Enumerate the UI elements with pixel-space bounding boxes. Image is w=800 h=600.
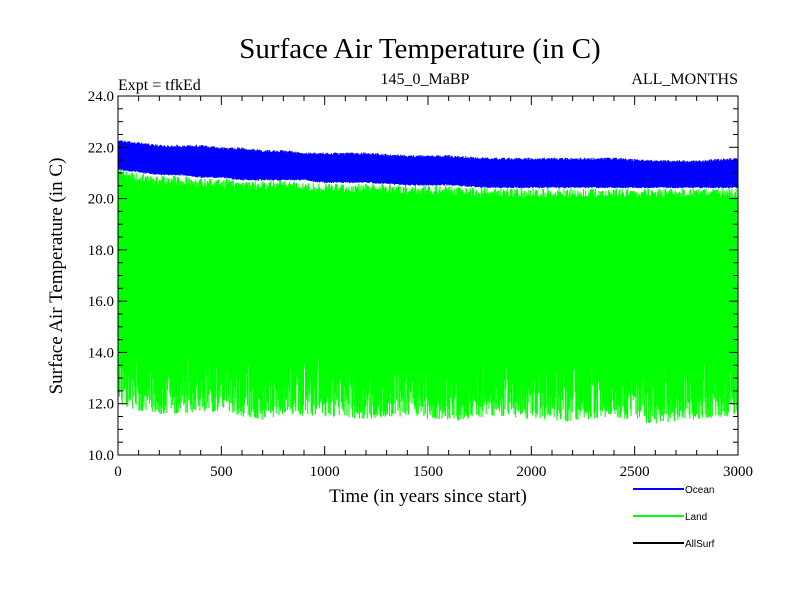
y-tick-label: 22.0 bbox=[88, 140, 114, 156]
series-layer bbox=[118, 140, 738, 424]
x-axis: 0 500 1000 1500 2000 2500 3000 bbox=[114, 96, 753, 480]
legend-label-ocean: Ocean bbox=[685, 485, 714, 496]
y-axis-label: Surface Air Temperature (in C) bbox=[46, 158, 67, 395]
x-tick-label: 1000 bbox=[310, 464, 340, 480]
legend-label-land: Land bbox=[685, 512, 707, 523]
period-label: 145_0_MaBP bbox=[381, 71, 470, 88]
y-axis: 10.0 12.0 14.0 16.0 18.0 20.0 22.0 24.0 bbox=[88, 89, 738, 464]
experiment-label: Expt = tfkEd bbox=[118, 77, 201, 94]
y-tick-label: 14.0 bbox=[88, 345, 114, 361]
legend: Ocean Land AllSurf bbox=[633, 485, 715, 550]
y-tick-label: 16.0 bbox=[88, 294, 114, 310]
y-tick-label: 20.0 bbox=[88, 192, 114, 208]
x-tick-label: 500 bbox=[210, 464, 233, 480]
y-tick-label: 12.0 bbox=[88, 397, 114, 413]
x-axis-label: Time (in years since start) bbox=[329, 486, 527, 507]
y-tick-label: 10.0 bbox=[88, 448, 114, 464]
y-tick-label: 18.0 bbox=[88, 243, 114, 259]
series-land bbox=[118, 169, 738, 424]
months-label: ALL_MONTHS bbox=[631, 71, 738, 88]
x-tick-label: 0 bbox=[114, 464, 122, 480]
x-tick-label: 1500 bbox=[413, 464, 443, 480]
series-ocean bbox=[118, 140, 738, 189]
y-tick-label: 24.0 bbox=[88, 89, 114, 105]
x-tick-label: 3000 bbox=[723, 464, 753, 480]
legend-label-allsurf: AllSurf bbox=[685, 539, 715, 550]
chart-title: Surface Air Temperature (in C) bbox=[239, 33, 600, 65]
x-tick-label: 2500 bbox=[620, 464, 650, 480]
x-tick-label: 2000 bbox=[516, 464, 546, 480]
